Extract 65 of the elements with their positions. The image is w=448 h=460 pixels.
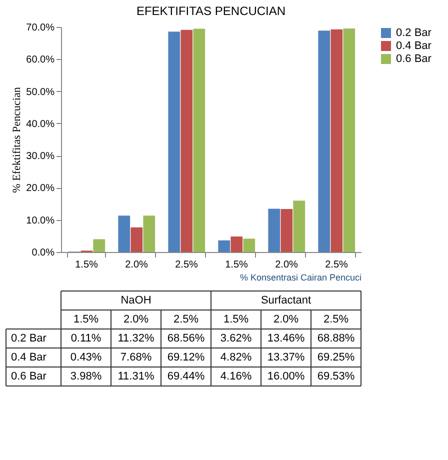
bar [293,200,306,252]
x-tick-label: 1.5% [75,260,98,270]
data-label: 69.12% [167,352,205,364]
x-tick-label: 1.5% [225,260,248,270]
x-tick-label: 2.5% [325,260,348,270]
bar [218,240,230,252]
data-label: 69.25% [317,352,355,364]
bar [268,208,280,252]
y-tick-label: 50.0% [26,86,55,98]
category-label: 1.5% [73,314,99,326]
y-tick-label: 10.0% [26,215,55,226]
bar [93,239,106,252]
data-label: 4.16% [220,370,252,382]
y-tick-label: 20.0% [26,183,55,194]
category-label: 2.5% [173,314,199,326]
x-tick-label: 2.5% [175,260,198,270]
text: NaOH [120,294,152,306]
data-label: 68.88% [317,332,355,344]
legend-label: 0.6 Bar [396,53,432,65]
data-label: 11.31% [118,370,154,382]
data-label: 13.37% [267,352,305,364]
legend-label: 0.2 Bar [396,27,432,39]
data-label: 0.43% [70,352,102,364]
data-label: 3.62% [220,332,252,344]
y-tick-label: 40.0% [26,118,55,130]
data-label: 13.46% [267,332,305,344]
data-label: 7.68% [120,352,152,364]
text: 0.6 Bar [11,370,46,382]
data-label: 69.53% [317,370,355,382]
category-label: 1.5% [223,314,249,326]
data-label: 3.98% [70,370,102,382]
category-label: 2.0% [123,314,149,326]
bar [168,32,180,252]
bar [280,209,293,252]
text: Surfactant [260,294,312,306]
bar [230,236,243,252]
bar [130,227,143,252]
y-axis-title: % Efektifitas Pencucian [11,86,24,193]
chart-title: EFEKTIFITAS PENCUCIAN [136,4,286,18]
text: 0.4 Bar [11,352,46,364]
y-tick-label: 0.0% [32,248,55,258]
data-label: 0.11% [70,332,102,344]
category-label: 2.5% [323,314,349,326]
bar [318,30,330,252]
bar [180,30,193,252]
data-label: 4.82% [220,352,252,364]
data-label: 69.44% [167,370,205,382]
data-label: 16.00% [267,370,305,382]
bar [330,29,343,252]
x-tick-label: 2.0% [125,260,148,270]
y-tick-label: 30.0% [26,151,55,162]
x-tick-label: 2.0% [275,260,298,270]
x-axis-title: % Konsentrasi Cairan Pencuci [240,272,362,282]
y-tick-label: 70.0% [26,22,55,34]
bar [193,28,206,252]
y-tick-label: 60.0% [26,54,55,66]
bar [143,216,156,252]
legend-label: 0.4 Bar [396,40,432,52]
bar [343,28,356,252]
bar [118,216,130,252]
data-label: 68.56% [167,332,205,344]
text: 0.2 Bar [11,332,46,344]
data-label: 11.32% [118,332,154,344]
category-label: 2.0% [273,314,299,326]
bar [243,238,256,252]
